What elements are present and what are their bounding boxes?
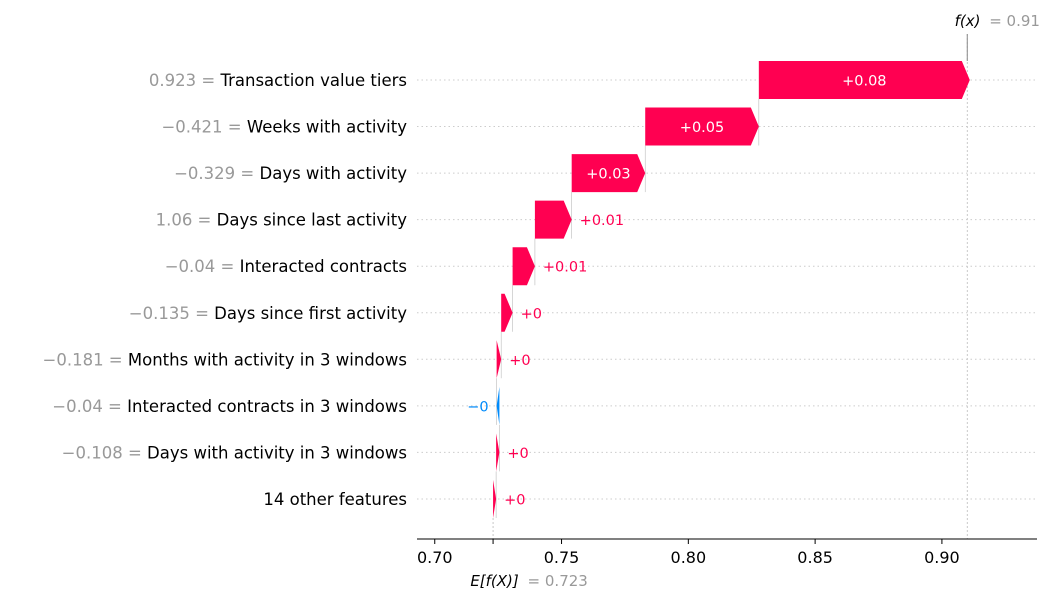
output-value-label: f(x) = 0.91	[955, 12, 1040, 30]
feature-label: 0.923 = Transaction value tiers	[149, 71, 407, 90]
contribution-label: +0	[507, 446, 528, 462]
feature-name: Transaction value tiers	[219, 71, 407, 90]
contribution-bar	[496, 433, 500, 472]
feature-label: −0.181 = Months with activity in 3 windo…	[43, 350, 408, 369]
feature-value: −0.329 =	[174, 164, 259, 183]
base-label-efx: E[f(X)]	[470, 572, 519, 590]
contribution-bar	[496, 386, 500, 425]
feature-value: −0.04 =	[165, 257, 240, 276]
feature-name: Days since first activity	[214, 304, 407, 323]
contribution-label: +0	[521, 306, 542, 322]
feature-name: Interacted contracts in 3 windows	[127, 397, 407, 416]
feature-name: Days with activity in 3 windows	[147, 443, 407, 462]
contribution-label: +0.08	[842, 74, 886, 90]
contribution-bar	[496, 340, 502, 379]
x-tick-label: 0.85	[797, 548, 833, 567]
feature-label: −0.329 = Days with activity	[174, 164, 407, 183]
contribution-bars	[493, 61, 970, 518]
feature-label: −0.108 = Days with activity in 3 windows	[62, 443, 407, 462]
base-value-label: E[f(X)] = 0.723	[470, 572, 588, 590]
feature-label: 14 other features	[263, 490, 407, 509]
feature-labels: 0.923 = Transaction value tiers −0.421 = …	[43, 71, 408, 509]
contribution-label: +0.01	[580, 213, 624, 229]
contribution-label: +0.01	[543, 260, 587, 276]
feature-value: −0.421 =	[161, 118, 246, 137]
reference-lines	[492, 34, 968, 539]
feature-label: 1.06 = Days since last activity	[156, 211, 408, 230]
feature-value: 0.923 =	[149, 71, 221, 90]
output-value-text: = 0.91	[989, 12, 1040, 30]
feature-name: Days since last activity	[217, 211, 408, 230]
feature-label: −0.421 = Weeks with activity	[161, 118, 407, 137]
feature-value: −0.135 =	[129, 304, 214, 323]
feature-label: −0.135 = Days since first activity	[129, 304, 407, 323]
output-label-fx: f(x)	[955, 12, 981, 30]
contribution-bar	[493, 479, 497, 518]
contribution-bar	[534, 200, 572, 239]
feature-value: 1.06 =	[156, 211, 217, 230]
contribution-bar	[645, 107, 759, 146]
contribution-label: +0	[504, 492, 525, 508]
feature-name: 14 other features	[263, 490, 407, 509]
contribution-label: +0.05	[680, 120, 724, 136]
feature-name: Months with activity in 3 windows	[128, 350, 407, 369]
contribution-labels: +0.08 +0.05 +0.03 +0.01 +0.01 +0 +0 −0 +0 +0	[467, 74, 886, 509]
contribution-bar	[512, 247, 535, 286]
x-tick-label: 0.75	[544, 548, 580, 567]
feature-name: Weeks with activity	[247, 118, 407, 137]
x-tick-label: 0.80	[671, 548, 707, 567]
feature-value: −0.108 =	[62, 443, 147, 462]
contribution-label: +0.03	[586, 167, 630, 183]
feature-name: Interacted contracts	[240, 257, 407, 276]
feature-label: −0.04 = Interacted contracts	[165, 257, 407, 276]
contribution-bar	[758, 61, 970, 99]
feature-label: −0.04 = Interacted contracts in 3 window…	[52, 397, 407, 416]
contribution-bar	[501, 293, 513, 332]
feature-value: −0.181 =	[43, 350, 128, 369]
feature-name: Days with activity	[260, 164, 408, 183]
feature-value: −0.04 =	[52, 397, 127, 416]
contribution-label: +0	[509, 353, 530, 369]
x-tick-label: 0.90	[924, 548, 960, 567]
contribution-bar	[571, 154, 646, 193]
x-axis: 0.70 0.75 0.80 0.85 0.90	[417, 538, 1037, 567]
base-value-text: = 0.723	[528, 572, 588, 590]
contribution-label: −0	[467, 399, 488, 415]
x-tick-label: 0.70	[417, 548, 453, 567]
